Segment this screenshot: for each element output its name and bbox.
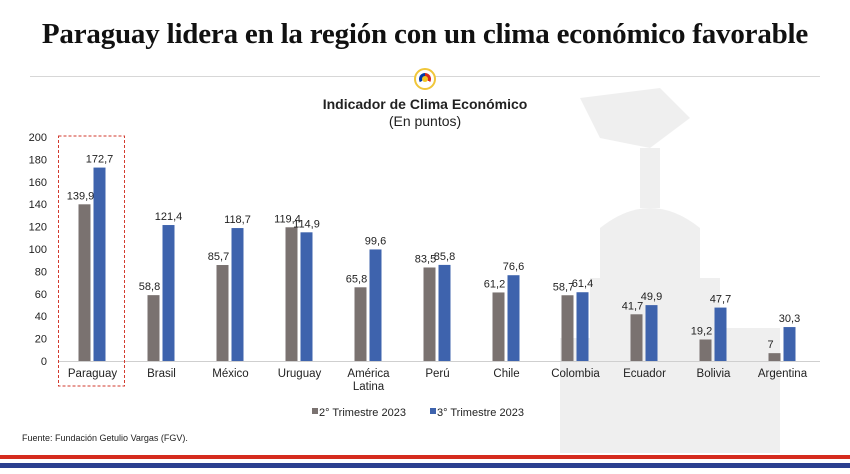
x-category-label: Latina [353, 381, 385, 393]
x-category-label: Colombia [551, 368, 600, 380]
data-label: 19,2 [691, 325, 712, 337]
x-category-label: Perú [425, 368, 449, 380]
chart-subtitle: (En puntos) [388, 113, 462, 129]
paraguay-seal-icon [414, 68, 436, 90]
flag-stripe-red [0, 455, 850, 459]
bar-q2 [285, 227, 298, 361]
x-category-label: Paraguay [68, 368, 117, 380]
data-label: 121,4 [155, 211, 183, 223]
data-label: 49,9 [641, 291, 662, 303]
y-tick-label: 100 [29, 244, 47, 256]
y-tick-label: 60 [35, 289, 47, 301]
bar-q3 [507, 275, 520, 361]
bar-q2 [147, 295, 160, 361]
bar-q2 [354, 287, 367, 361]
data-label: 47,7 [710, 294, 731, 306]
data-label: 65,8 [346, 273, 367, 285]
bar-q3 [162, 225, 175, 361]
data-label: 85,8 [434, 251, 455, 263]
data-label: 172,7 [86, 154, 114, 166]
data-label: 58,8 [139, 281, 160, 293]
legend-swatch [430, 408, 436, 414]
data-label: 61,2 [484, 278, 505, 290]
bar-q2 [561, 295, 574, 361]
data-label: 119,4 [274, 213, 301, 225]
bar-q3 [231, 228, 244, 361]
bar-q3 [438, 264, 451, 361]
legend-label: 2° Trimestre 2023 [319, 407, 406, 419]
y-tick-label: 40 [35, 311, 47, 323]
data-label: 7 [767, 339, 773, 351]
bar-q2 [423, 267, 436, 361]
y-tick-label: 80 [35, 266, 47, 278]
source-note: Fuente: Fundación Getulio Vargas (FGV). [22, 433, 188, 443]
y-tick-label: 120 [29, 222, 47, 234]
data-label: 58,7 [553, 281, 574, 293]
x-category-label: Chile [493, 368, 519, 380]
data-label: 114,9 [293, 218, 320, 230]
data-label: 118,7 [224, 214, 251, 226]
bar-q3 [300, 232, 313, 361]
data-label: 76,6 [503, 261, 524, 273]
x-category-label: Uruguay [278, 368, 322, 380]
x-category-label: Ecuador [623, 368, 666, 380]
bar-q3 [714, 307, 727, 361]
data-label: 30,3 [779, 313, 800, 325]
highlight-box [58, 135, 125, 387]
x-category-label: Brasil [147, 368, 176, 380]
chart-title: Indicador de Clima Económico [322, 96, 528, 112]
x-category-label: Bolivia [697, 368, 731, 380]
bar-q2 [768, 353, 781, 361]
bar-q2 [630, 314, 643, 361]
x-category-label: México [212, 368, 248, 380]
y-tick-label: 160 [29, 177, 47, 189]
bar-q2 [699, 339, 712, 361]
y-tick-label: 180 [29, 154, 47, 166]
bar-q3 [645, 305, 658, 361]
y-tick-label: 0 [41, 356, 47, 368]
page-headline: Paraguay lidera en la región con un clim… [41, 18, 809, 50]
bar-q2 [492, 292, 505, 361]
bar-q3 [783, 327, 796, 361]
data-label: 139,9 [67, 190, 95, 202]
x-category-label: América [347, 368, 390, 380]
data-label: 85,7 [208, 251, 229, 263]
flag-stripe-blue [0, 463, 850, 468]
legend-label: 3° Trimestre 2023 [437, 407, 524, 419]
flag-stripe-white [0, 459, 850, 463]
y-tick-label: 200 [29, 132, 47, 144]
bar-q3 [576, 292, 589, 361]
flag-stripe-white-bottom [0, 468, 850, 474]
y-tick-label: 140 [29, 199, 47, 211]
bar-q2 [216, 265, 229, 361]
legend-swatch [312, 408, 318, 414]
data-label: 41,7 [622, 300, 643, 312]
bar-q3 [369, 249, 382, 361]
x-category-label: Argentina [758, 368, 808, 380]
data-label: 83,5 [415, 253, 436, 265]
data-label: 61,4 [572, 278, 593, 290]
bar-q2 [78, 204, 91, 361]
y-tick-label: 20 [35, 334, 47, 346]
data-label: 99,6 [365, 235, 386, 247]
bar-q3 [93, 167, 106, 361]
